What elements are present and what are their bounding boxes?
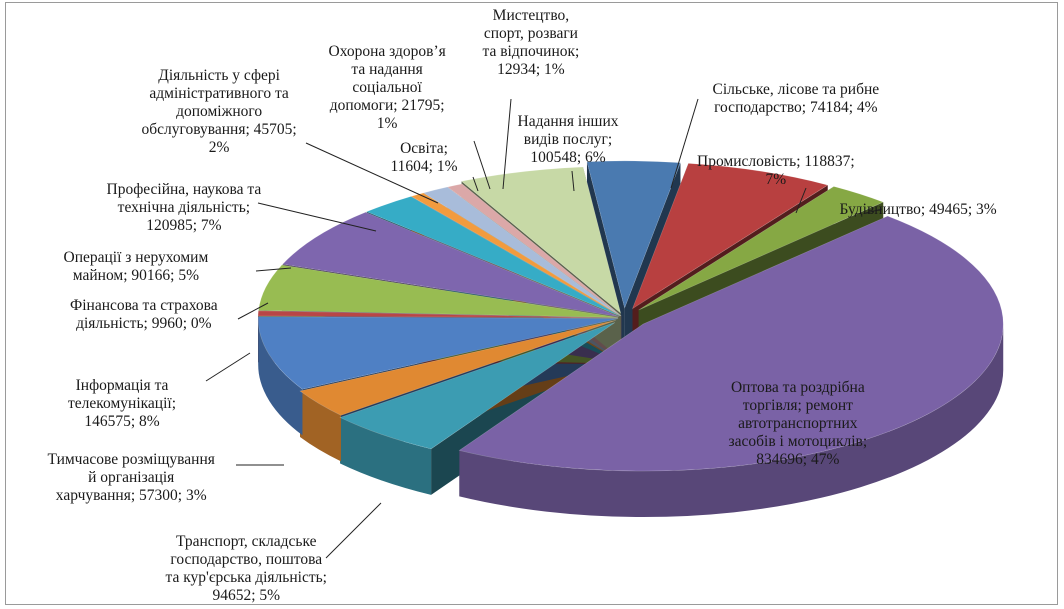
leader-line [670, 98, 699, 189]
data-label: Освіта; 11604; 1% [391, 140, 458, 176]
data-label-line: видів послуг; [523, 131, 613, 148]
data-label-line: телекомунікації; [68, 395, 177, 412]
data-label-line: Оптова та роздрібна [730, 379, 865, 396]
data-label: Транспорт, складське господарство, поштов… [166, 533, 327, 605]
pie-slice-wall [459, 324, 1004, 518]
pie-slice-wall [340, 417, 432, 495]
data-label-line: Охорона здоров’я [328, 43, 446, 60]
data-label: Мистецтво, спорт, розваги та відпочинок; 12… [483, 7, 580, 79]
data-label-line: засобів і мотоциклів; [728, 433, 868, 450]
data-label: Фінансова та страхова діяльність; 9960; 0… [70, 297, 218, 333]
data-label-line: Фінансова та страхова [70, 297, 218, 314]
pie-slice-wall [258, 318, 303, 436]
data-label: Оптова та роздрібна торгівля; ремонт автот… [729, 379, 868, 469]
data-label: Операції з нерухомим майном; 90166; 5% [64, 249, 209, 285]
pie-slice[interactable] [586, 160, 681, 309]
data-label-line: соціальної [352, 79, 422, 96]
data-label-line: та кур'єрська діяльність; [165, 569, 327, 586]
data-label-line: автотранспортних [738, 415, 858, 432]
data-label: Надання інших видів послуг; 100548; 6% [518, 113, 619, 167]
leader-line [502, 98, 512, 190]
leader-line [257, 202, 377, 232]
data-label-line: 7% [765, 171, 787, 188]
pie-chart [205, 98, 1004, 559]
data-label-line: Надання інших [517, 113, 619, 130]
data-label: Будівництво; 49465; 3% [840, 201, 997, 219]
data-label-line: 11604; 1% [390, 158, 458, 175]
data-label-line: обслуговування; 45705; [141, 121, 297, 138]
pie-slice[interactable] [631, 163, 829, 310]
data-label: Промисловість; 118837; 7% [697, 153, 855, 189]
data-label-line: діяльність; 9960; 0% [76, 315, 212, 332]
pie-slice[interactable] [339, 322, 616, 450]
data-label-line: Тимчасове розміщування [47, 451, 215, 468]
leader-line [571, 170, 575, 192]
data-label-line: харчування; 57300; 3% [55, 487, 207, 504]
pie-slice[interactable] [460, 166, 622, 314]
data-label-line: Операції з нерухомим [63, 249, 209, 266]
pie-slice[interactable] [422, 186, 622, 317]
data-label-line: Освіта; [400, 140, 448, 157]
data-label-line: 2% [208, 139, 230, 156]
pie-slice[interactable] [410, 192, 621, 317]
data-label: Тимчасове розміщування й організація харчу… [48, 451, 215, 505]
leader-line [305, 142, 439, 204]
data-label-line: 100548; 6% [530, 149, 606, 166]
leader-line [795, 187, 807, 214]
data-label-line: Інформація та [75, 377, 169, 394]
data-label: Сільське, лісове та рибне господарство; 7… [713, 81, 880, 117]
data-label-line: господарство, поштова [170, 551, 323, 568]
data-label-line: Діяльність у сфері [158, 67, 280, 84]
data-label-line: адміністративного та [149, 85, 289, 102]
data-label: Інформація та телекомунікації; 146575; 8% [68, 377, 176, 431]
data-label-line: 120985; 7% [146, 217, 222, 234]
pie-slice[interactable] [365, 196, 621, 317]
data-label-line: 1% [376, 115, 398, 132]
pie-slice[interactable] [257, 316, 619, 390]
leader-line [237, 302, 269, 320]
leader-line [472, 176, 479, 192]
data-label-line: та відпочинок; [482, 43, 580, 60]
pie-slice[interactable] [282, 211, 620, 317]
leader-line [473, 140, 491, 190]
pie-slice-wall [300, 391, 341, 462]
pie-slice[interactable] [257, 310, 619, 319]
data-label-line: й організація [88, 469, 175, 486]
data-label-line: 12934; 1% [497, 61, 565, 78]
leader-line [325, 502, 382, 559]
data-label-line: Будівництво; 49465; 3% [839, 201, 997, 218]
data-label-line: Транспорт, складське [175, 533, 317, 550]
leader-line [865, 208, 883, 214]
pie-slice[interactable] [458, 215, 1004, 472]
data-label: Діяльність у сфері адміністративного та до… [142, 67, 297, 157]
data-label-line: торгівля; ремонт [742, 397, 853, 414]
data-label-line: майном; 90166; 5% [72, 267, 199, 284]
pie-slice[interactable] [258, 264, 619, 318]
data-label-line: технічна діяльність; [117, 199, 251, 216]
data-label: Охорона здоров’я та надання соціальної допо… [329, 43, 446, 133]
leader-line [255, 267, 292, 272]
data-label-line: та надання [351, 61, 423, 78]
data-label-line: 146575; 8% [84, 413, 160, 430]
data-label-line: спорт, розваги [483, 25, 578, 42]
data-label-line: 834696; 47% [756, 451, 840, 468]
leader-line [205, 352, 251, 382]
chart-frame: Сільське, лісове та рибне господарство; 7… [5, 2, 1058, 605]
data-label-line: допомоги; 21795; [329, 97, 445, 114]
pie-slice[interactable] [446, 183, 622, 317]
data-label-line: Мистецтво, [492, 7, 570, 24]
data-label-line: господарство; 74184; 4% [714, 99, 878, 116]
data-label-line: Сільське, лісове та рибне [712, 81, 880, 98]
data-label-line: Професійна, наукова та [106, 181, 262, 198]
data-label-line: Промисловість; 118837; [697, 153, 855, 170]
data-label-line: 94652; 5% [212, 587, 281, 604]
pie-slice[interactable] [299, 320, 616, 416]
pie-slice[interactable] [638, 186, 885, 311]
data-label-line: допоміжного [176, 103, 263, 120]
data-label: Професійна, наукова та технічна діяльніст… [107, 181, 262, 235]
